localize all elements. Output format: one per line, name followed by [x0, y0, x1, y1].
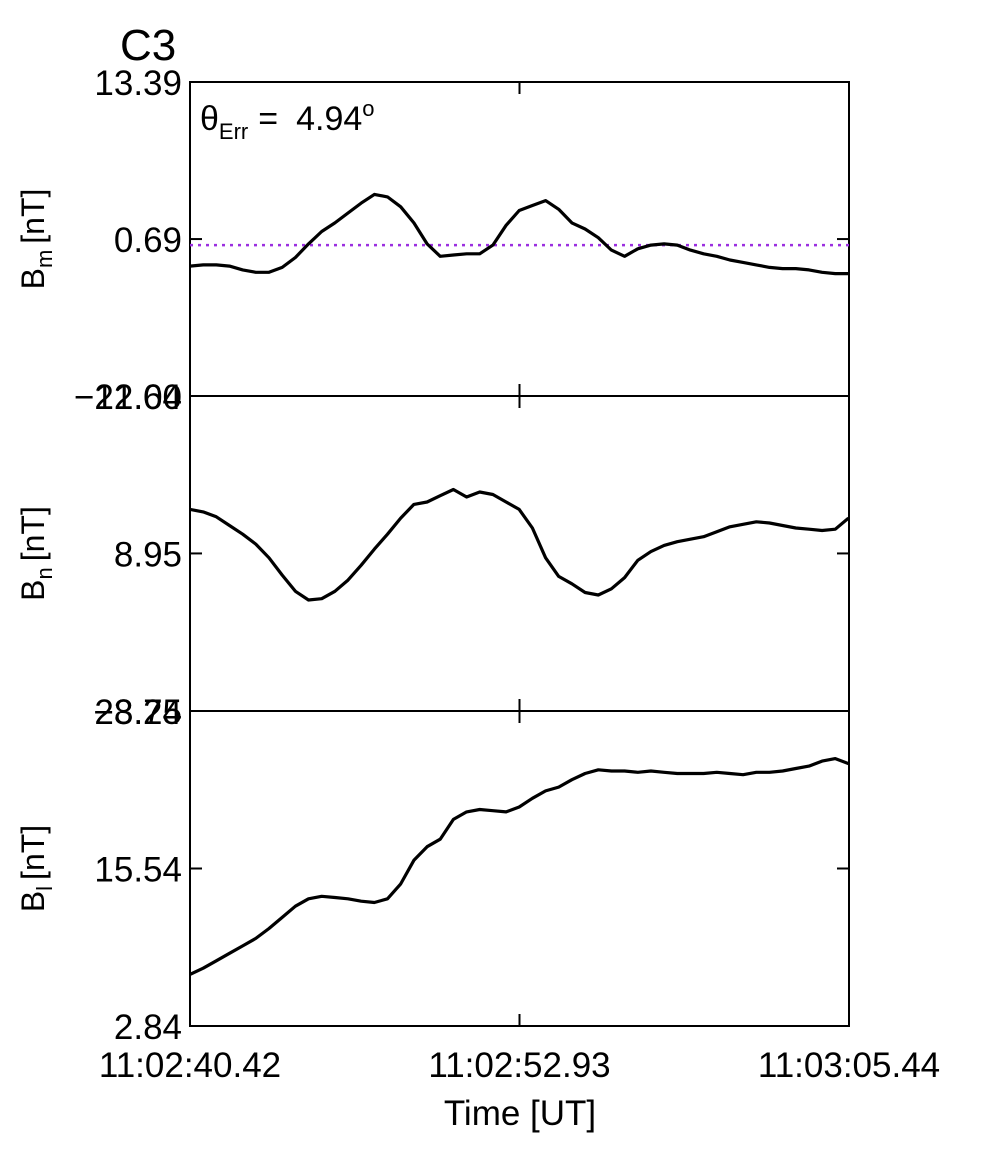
chart-title: C3: [120, 21, 176, 70]
y-axis-label-bl: Bl [nT]: [15, 825, 57, 912]
x-tick-label: 11:02:40.42: [99, 1046, 281, 1085]
y-axis-label-bn: Bn [nT]: [15, 506, 57, 601]
y-tick-label-bm: −12.00: [74, 378, 182, 417]
y-tick-label-bm: 13.39: [94, 64, 182, 103]
y-tick-label-bl: 2.84: [114, 1008, 182, 1047]
panel-frame-bn: [189, 395, 850, 712]
y-tick-label-bn: −3.75: [93, 693, 182, 732]
y-tick-label-bn: 21.64: [94, 378, 182, 417]
annotation-sup: o: [362, 96, 374, 121]
x-tick-label: 11:02:52.93: [428, 1046, 610, 1085]
y-axis-label-main: B: [15, 891, 51, 912]
panel-frame-bl: [189, 710, 850, 1027]
y-axis-label-sub: m: [32, 250, 57, 268]
y-tick-label-bl: 28.24: [94, 693, 182, 732]
annotation-sub: Err: [219, 119, 248, 144]
series-line-bm: [190, 192, 849, 276]
y-tick-label-bn: 8.95: [114, 535, 182, 574]
annotation-symbol: θ: [200, 100, 219, 138]
y-axis-label-sub: l: [32, 886, 57, 891]
y-tick-label-bl: 15.54: [94, 851, 182, 890]
annotation-eq: =: [258, 100, 278, 138]
x-axis-label: Time [UT]: [444, 1094, 596, 1133]
y-axis-label-main: B: [15, 580, 51, 601]
y-axis-label-unit: [nT]: [15, 189, 51, 244]
annotation-theta-err: θErr = 4.94o: [200, 96, 375, 144]
series-line-bn: [190, 487, 849, 602]
y-axis-label-bm: Bm [nT]: [15, 189, 57, 290]
y-axis-label-unit: [nT]: [15, 825, 51, 880]
panel-bl: 28.24 15.54 2.84 Bl [nT]: [15, 693, 850, 1047]
annotation-value: 4.94: [296, 100, 362, 138]
y-axis-label-unit: [nT]: [15, 506, 51, 561]
series-line-bl: [190, 756, 849, 976]
panel-bm: 13.39 0.69 −12.00 Bm [nT] θErr = 4.94o: [15, 64, 850, 417]
panel-bn: 21.64 8.95 −3.75 Bn [nT]: [15, 378, 850, 732]
y-tick-label-bm: 0.69: [114, 221, 182, 260]
panel-frame-bm: [189, 81, 850, 397]
y-axis-label-main: B: [15, 268, 51, 289]
y-axis-label-sub: n: [32, 567, 57, 579]
x-tick-label: 11:03:05.44: [758, 1046, 940, 1085]
